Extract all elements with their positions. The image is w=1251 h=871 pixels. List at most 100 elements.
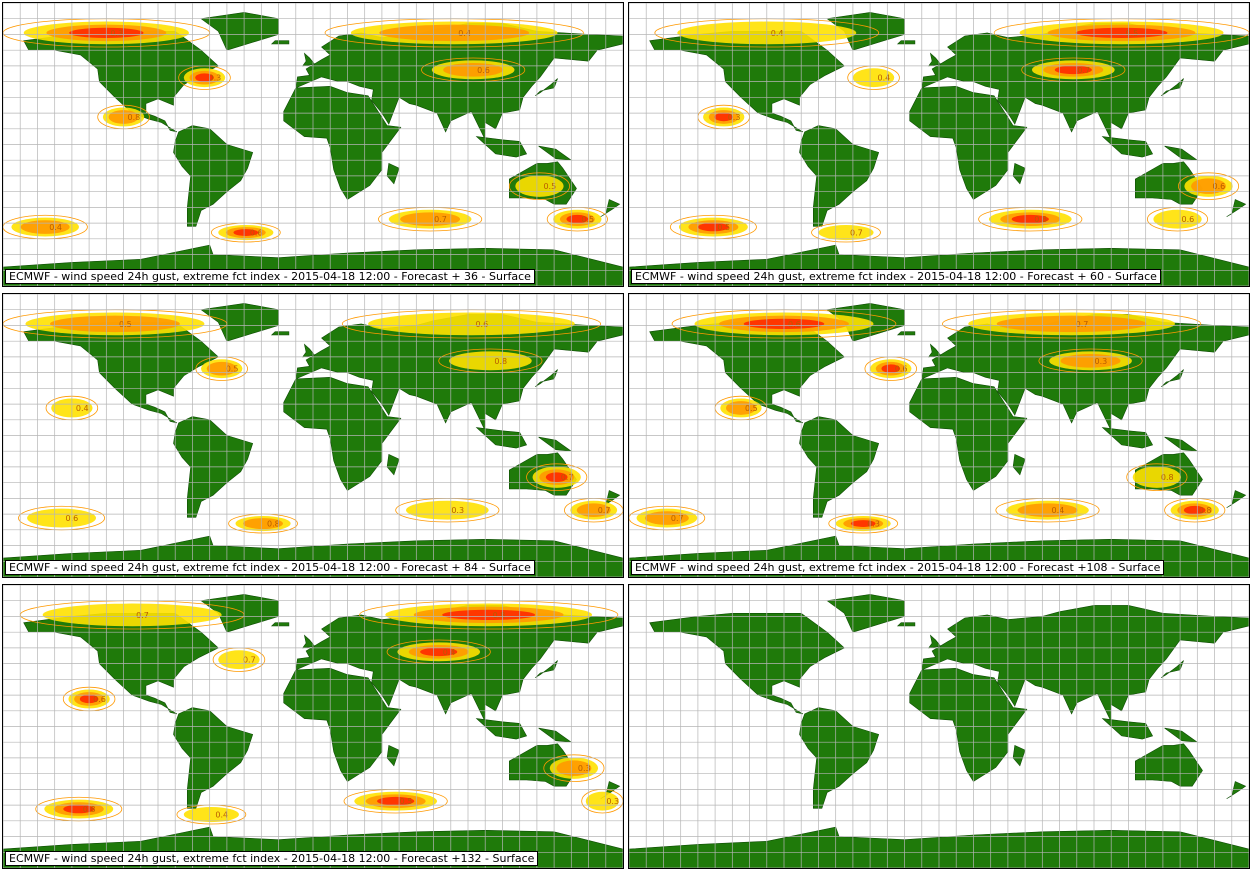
gust-index-layer: 0.3 0.4 0.5 0.6 0.7 0.8 0.3 0.4 0.5 0.6: [3, 18, 608, 243]
contour-label: 0.4: [49, 223, 62, 232]
world-map: 0.6 0.7 0.8 0.3 0.4 0.5 0.6 0.7 0.8 0.3: [629, 294, 1249, 577]
map-caption: ECMWF - wind speed 24h gust, extreme fct…: [631, 269, 1161, 284]
gust-index-fill: [218, 650, 260, 670]
contour-label: 0.8: [128, 113, 141, 122]
contour-label: 0.6: [250, 229, 263, 238]
landmass: [538, 436, 573, 452]
gust-contour: [543, 754, 605, 782]
map-caption: ECMWF - wind speed 24h gust, extreme fct…: [631, 560, 1165, 575]
gust-contour: [508, 172, 571, 200]
contour-label: 0.6: [1182, 215, 1195, 224]
map-panel-fc132: 0.7 0.8 0.3 0.4 0.5 0.6 0.7 0.8 0.3 0.4 ECMWF - w…: [2, 584, 624, 869]
gust-index-fill: [50, 315, 180, 333]
gust-index-fill: [585, 791, 619, 811]
map-caption: ECMWF - wind speed 24h gust, extreme fct…: [5, 560, 535, 575]
graticule: [3, 294, 623, 577]
contour-label: 0.5: [226, 365, 239, 374]
landmass: [475, 427, 528, 449]
landmass: [270, 622, 290, 627]
gust-index-fill: [644, 511, 689, 525]
gust-index-fill: [852, 68, 895, 88]
contour-label: 0.7: [434, 215, 447, 224]
landmass: [1160, 369, 1184, 388]
contour-label: 0.6: [93, 695, 106, 704]
gust-index-fill: [233, 229, 259, 236]
gust-index-fill: [556, 760, 592, 776]
landmass: [1164, 727, 1199, 743]
contour-label: 0.4: [443, 648, 456, 657]
gust-index-fill: [195, 73, 214, 82]
contour-label: 0.6: [475, 320, 488, 329]
landmass: [1012, 453, 1026, 476]
gust-index-fill: [1054, 65, 1092, 75]
contour-label: 0.3: [867, 520, 880, 529]
contour-label: 0.5: [1126, 29, 1139, 38]
landmass: [1226, 199, 1247, 218]
landmass: [200, 303, 279, 342]
landmass: [1164, 436, 1199, 452]
gust-contour: [1126, 463, 1188, 491]
landmass: [1012, 744, 1026, 767]
contour-label: 0.5: [717, 223, 730, 232]
contour-label: 0.4: [458, 29, 471, 38]
contour-label: 0.4: [1052, 506, 1065, 515]
gust-index-fill: [368, 312, 575, 336]
contour-label: 0.8: [493, 611, 506, 620]
contour-label: 0.6: [1213, 182, 1226, 191]
contour-label: 0.8: [1161, 473, 1174, 482]
gust-index-fill: [406, 500, 489, 520]
gust-index-layer: 0.7 0.80.30.40.50.60.70.80.30.4: [19, 600, 623, 825]
landmass: [896, 331, 916, 336]
contour-label: 0.8: [267, 520, 280, 529]
gust-index-fill: [206, 361, 237, 376]
landmass: [1101, 718, 1154, 740]
gust-index-fill: [1011, 214, 1049, 224]
gust-index-fill: [379, 24, 530, 42]
contour-label: 0.7: [671, 514, 684, 523]
contour-label: 0.7: [243, 656, 256, 665]
map-panel-fc36: 0.3 0.4 0.5 0.6 0.7 0.8 0.3 0.4 0.5 0.6 ECMWF - w…: [2, 2, 624, 287]
landmass: [534, 78, 558, 97]
landmass: [534, 660, 558, 679]
landmass: [475, 136, 528, 158]
gust-contour: [526, 463, 588, 491]
landmass: [270, 331, 290, 336]
world-map: [629, 585, 1249, 868]
contour-label: 0.3: [110, 29, 123, 38]
gust-index-fill: [1191, 178, 1227, 194]
landmass: [1012, 162, 1026, 185]
gust-index-fill: [27, 508, 96, 528]
graticule: [629, 585, 1249, 868]
landmass: [1160, 78, 1184, 97]
contour-label: 0.3: [1095, 357, 1108, 366]
gust-index-fill: [725, 401, 756, 415]
map-panel-fc60: 0.4 0.5 0.6 0.7 0.8 0.3 0.4 0.5 0.6 0.7 ECMWF - w…: [628, 2, 1250, 287]
gust-index-fill: [183, 806, 239, 823]
landmass: [896, 622, 916, 627]
gust-index-fill: [1132, 466, 1181, 488]
landmass: [1101, 427, 1154, 449]
contour-label: 0.3: [451, 506, 464, 515]
gust-index-fill: [1075, 27, 1168, 38]
gust-index-fill: [449, 351, 532, 371]
landmass: [386, 453, 400, 476]
landmass: [1160, 660, 1184, 679]
graticule: [629, 294, 1249, 577]
gust-index-fill: [576, 503, 611, 518]
contour-label: 0.8: [494, 357, 507, 366]
contour-label: 0.8: [1034, 215, 1047, 224]
contour-label: 0.5: [119, 320, 132, 329]
landmass: [896, 40, 916, 45]
gust-index-fill: [400, 212, 461, 227]
gust-index-fill: [443, 62, 504, 77]
contour-label: 0.3: [728, 113, 741, 122]
landmass: [538, 145, 573, 161]
landmass: [270, 40, 290, 45]
map-panel-fc108: 0.6 0.7 0.8 0.3 0.4 0.5 0.6 0.7 0.8 0.3 ECMWF - w…: [628, 293, 1250, 578]
gust-index-fill: [243, 518, 284, 530]
gust-index-fill: [697, 222, 729, 232]
gust-index-fill: [818, 224, 874, 241]
gust-index-fill: [442, 609, 536, 620]
contour-label: 0.5: [400, 797, 413, 806]
contour-label: 0.7: [561, 473, 574, 482]
